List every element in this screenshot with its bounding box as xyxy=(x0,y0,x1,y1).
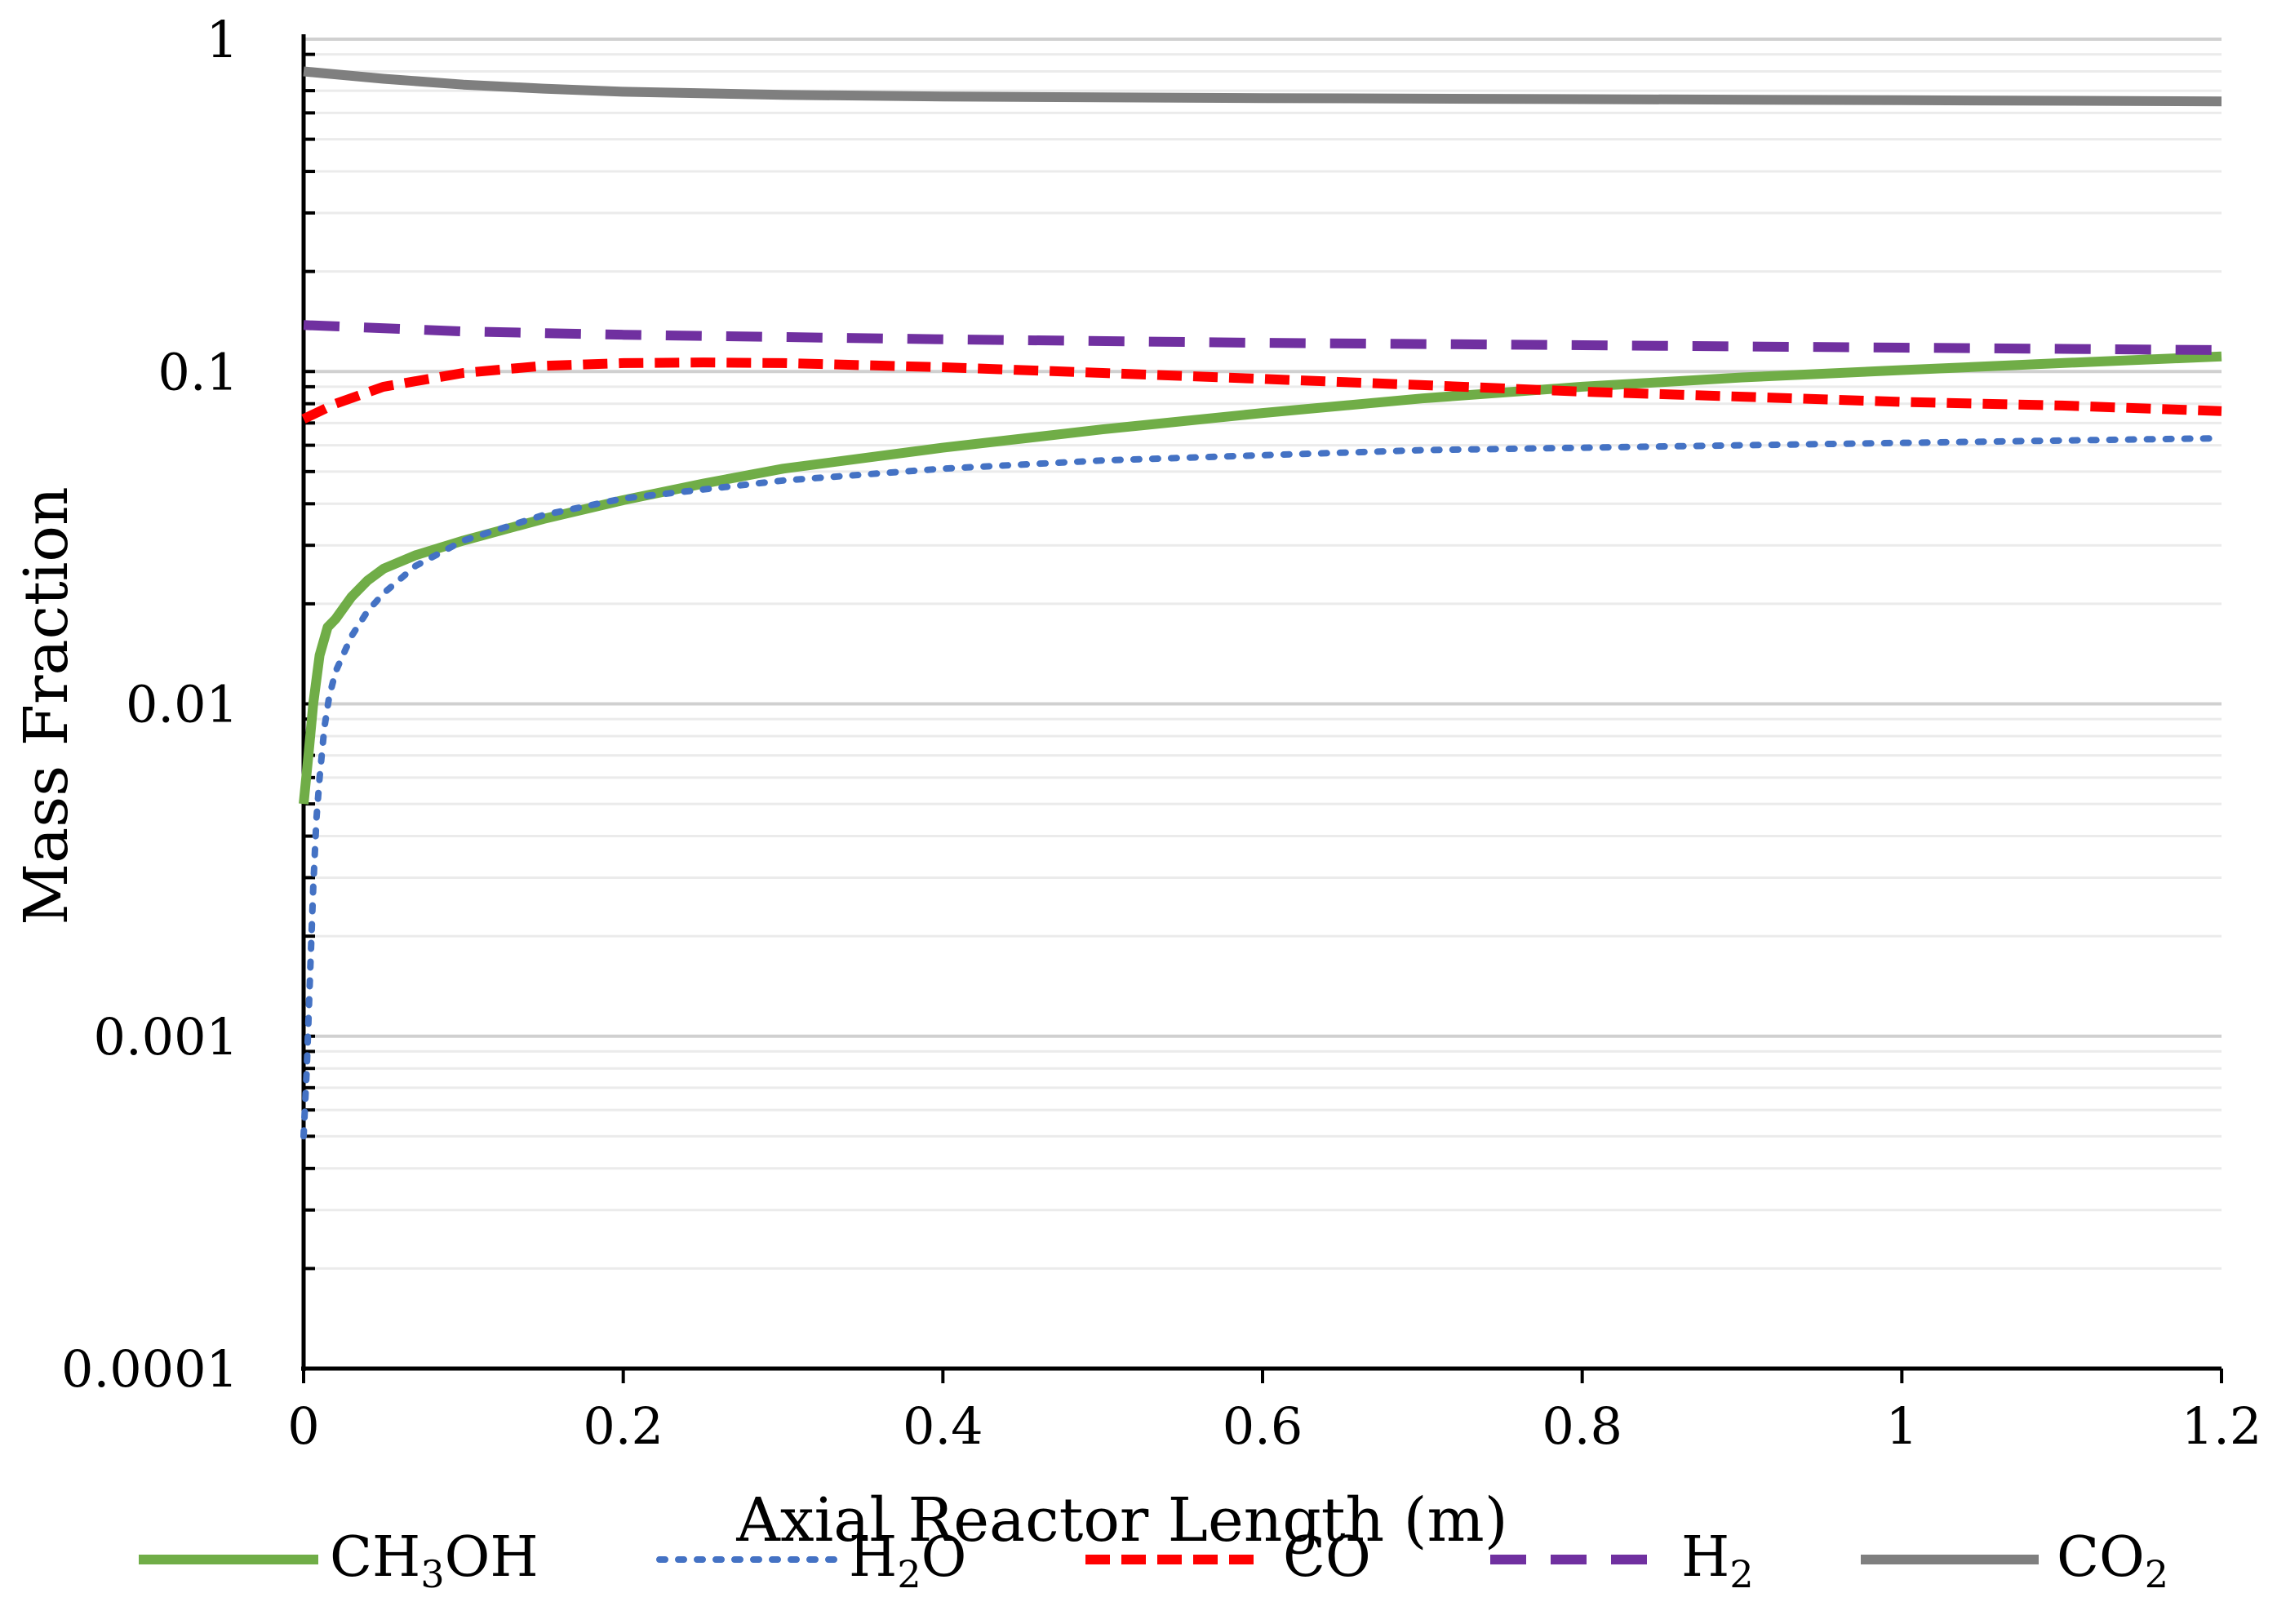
x-tick-label: 0.8 xyxy=(1542,1396,1622,1456)
x-tick-label: 0.2 xyxy=(583,1396,664,1456)
x-tick-label: 0.6 xyxy=(1223,1396,1303,1456)
series-line-ch3oh xyxy=(299,351,2222,805)
legend-label: CH3OH xyxy=(330,1525,539,1596)
gridlines xyxy=(304,38,2222,1270)
y-tick-label: 1 xyxy=(206,10,238,69)
legend-item-co: CO xyxy=(1085,1525,1371,1590)
legend-item-h2o: H2O xyxy=(656,1525,966,1596)
tick-labels: 0 0.2 0.4 0.6 0.8 1 1.2 0.0001 0.001 0.01 0.1 1 xyxy=(61,10,2261,1456)
legend-label: CO xyxy=(1283,1525,1371,1590)
legend-label: H2O xyxy=(849,1525,966,1596)
legend-item-h2: H2 xyxy=(1490,1525,1754,1596)
y-tick-label: 0.001 xyxy=(94,1007,239,1067)
series-lines xyxy=(299,66,2225,1140)
legend-label: H2 xyxy=(1681,1525,1754,1596)
series-line-co xyxy=(301,357,2222,424)
series-line-h2o xyxy=(300,435,2225,1140)
series-line-h2 xyxy=(303,320,2222,355)
x-tick-label: 0 xyxy=(287,1396,319,1456)
x-tick-label: 0.4 xyxy=(903,1396,983,1456)
y-tick-label: 0.1 xyxy=(158,342,238,402)
y-axis-title: Mass Fraction xyxy=(11,486,82,925)
legend-item-ch3oh: CH3OH xyxy=(139,1525,539,1596)
x-axis-title: Axial Reactor Length (m) xyxy=(735,1485,1507,1555)
y-tick-label: 0.01 xyxy=(126,675,238,734)
x-tick-label: 1 xyxy=(1886,1396,1918,1456)
legend-item-co2: CO2 xyxy=(1861,1525,2168,1596)
legend: CH3OH H2O CO H2 CO2 xyxy=(139,1525,2168,1596)
series-line-co2 xyxy=(303,66,2222,107)
y-tick-label: 0.0001 xyxy=(61,1339,238,1399)
x-tick-label: 1.2 xyxy=(2182,1396,2262,1456)
axes xyxy=(301,34,2223,1383)
legend-label: CO2 xyxy=(2057,1525,2168,1596)
